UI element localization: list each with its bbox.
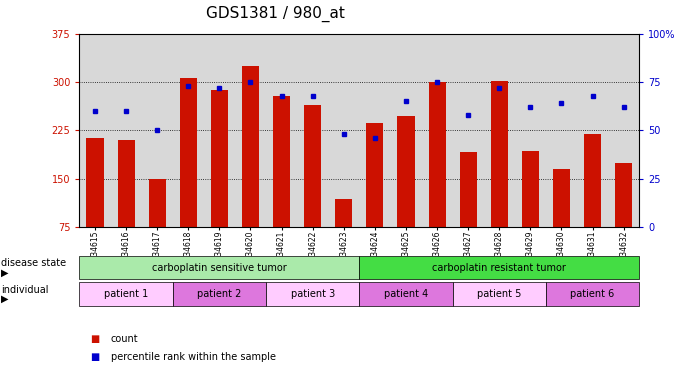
Bar xyxy=(149,178,166,227)
Text: GDS1381 / 980_at: GDS1381 / 980_at xyxy=(206,6,345,22)
Bar xyxy=(86,138,104,227)
Bar xyxy=(428,82,446,227)
Bar xyxy=(242,66,259,227)
Text: ■: ■ xyxy=(90,352,99,362)
Text: patient 6: patient 6 xyxy=(570,289,615,299)
Text: percentile rank within the sample: percentile rank within the sample xyxy=(111,352,276,362)
Text: patient 1: patient 1 xyxy=(104,289,149,299)
Bar xyxy=(584,134,601,227)
Bar xyxy=(366,123,384,227)
Bar xyxy=(460,152,477,227)
Bar xyxy=(491,81,508,227)
Bar xyxy=(180,78,197,227)
Bar xyxy=(522,151,539,227)
Text: ▶: ▶ xyxy=(1,268,9,278)
Bar xyxy=(335,199,352,227)
Text: patient 5: patient 5 xyxy=(477,289,522,299)
Text: carboplatin resistant tumor: carboplatin resistant tumor xyxy=(433,263,566,273)
Text: patient 4: patient 4 xyxy=(384,289,428,299)
Text: patient 2: patient 2 xyxy=(197,289,242,299)
Text: ■: ■ xyxy=(90,334,99,344)
Text: ▶: ▶ xyxy=(1,294,9,304)
Text: individual: individual xyxy=(1,285,49,295)
Bar xyxy=(273,96,290,227)
Bar xyxy=(211,90,228,227)
Text: disease state: disease state xyxy=(1,258,66,268)
Bar xyxy=(397,116,415,227)
Bar xyxy=(117,140,135,227)
Bar xyxy=(553,169,570,227)
Text: carboplatin sensitive tumor: carboplatin sensitive tumor xyxy=(152,263,287,273)
Bar xyxy=(304,105,321,227)
Text: count: count xyxy=(111,334,138,344)
Bar xyxy=(615,162,632,227)
Text: patient 3: patient 3 xyxy=(290,289,335,299)
